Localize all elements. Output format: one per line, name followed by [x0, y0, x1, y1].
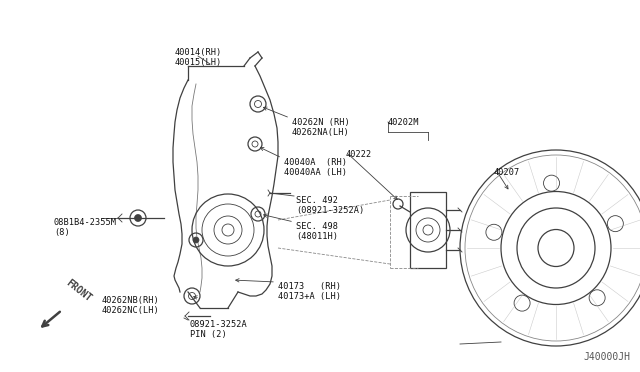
- Text: SEC. 498
(48011H): SEC. 498 (48011H): [296, 222, 338, 241]
- Text: 40014(RH)
40015(LH): 40014(RH) 40015(LH): [174, 48, 221, 67]
- Text: 08B1B4-2355M
(8): 08B1B4-2355M (8): [54, 218, 117, 237]
- Text: 40207: 40207: [494, 168, 520, 177]
- Text: 40040A  (RH)
40040AA (LH): 40040A (RH) 40040AA (LH): [284, 158, 347, 177]
- Text: 40202M: 40202M: [388, 118, 419, 127]
- Text: FRONT: FRONT: [64, 278, 93, 304]
- Text: 40262NB(RH)
40262NC(LH): 40262NB(RH) 40262NC(LH): [102, 296, 160, 315]
- Bar: [410, 192, 446, 268]
- Text: 08921-3252A
PIN (2): 08921-3252A PIN (2): [190, 320, 248, 339]
- Circle shape: [193, 237, 199, 243]
- Text: 40222: 40222: [346, 150, 372, 159]
- Circle shape: [134, 215, 141, 221]
- Text: J40000JH: J40000JH: [583, 352, 630, 362]
- Text: SEC. 492
(08921-3252A): SEC. 492 (08921-3252A): [296, 196, 364, 215]
- Text: 40173   (RH)
40173+A (LH): 40173 (RH) 40173+A (LH): [278, 282, 341, 301]
- Text: 40262N (RH)
40262NA(LH): 40262N (RH) 40262NA(LH): [292, 118, 349, 137]
